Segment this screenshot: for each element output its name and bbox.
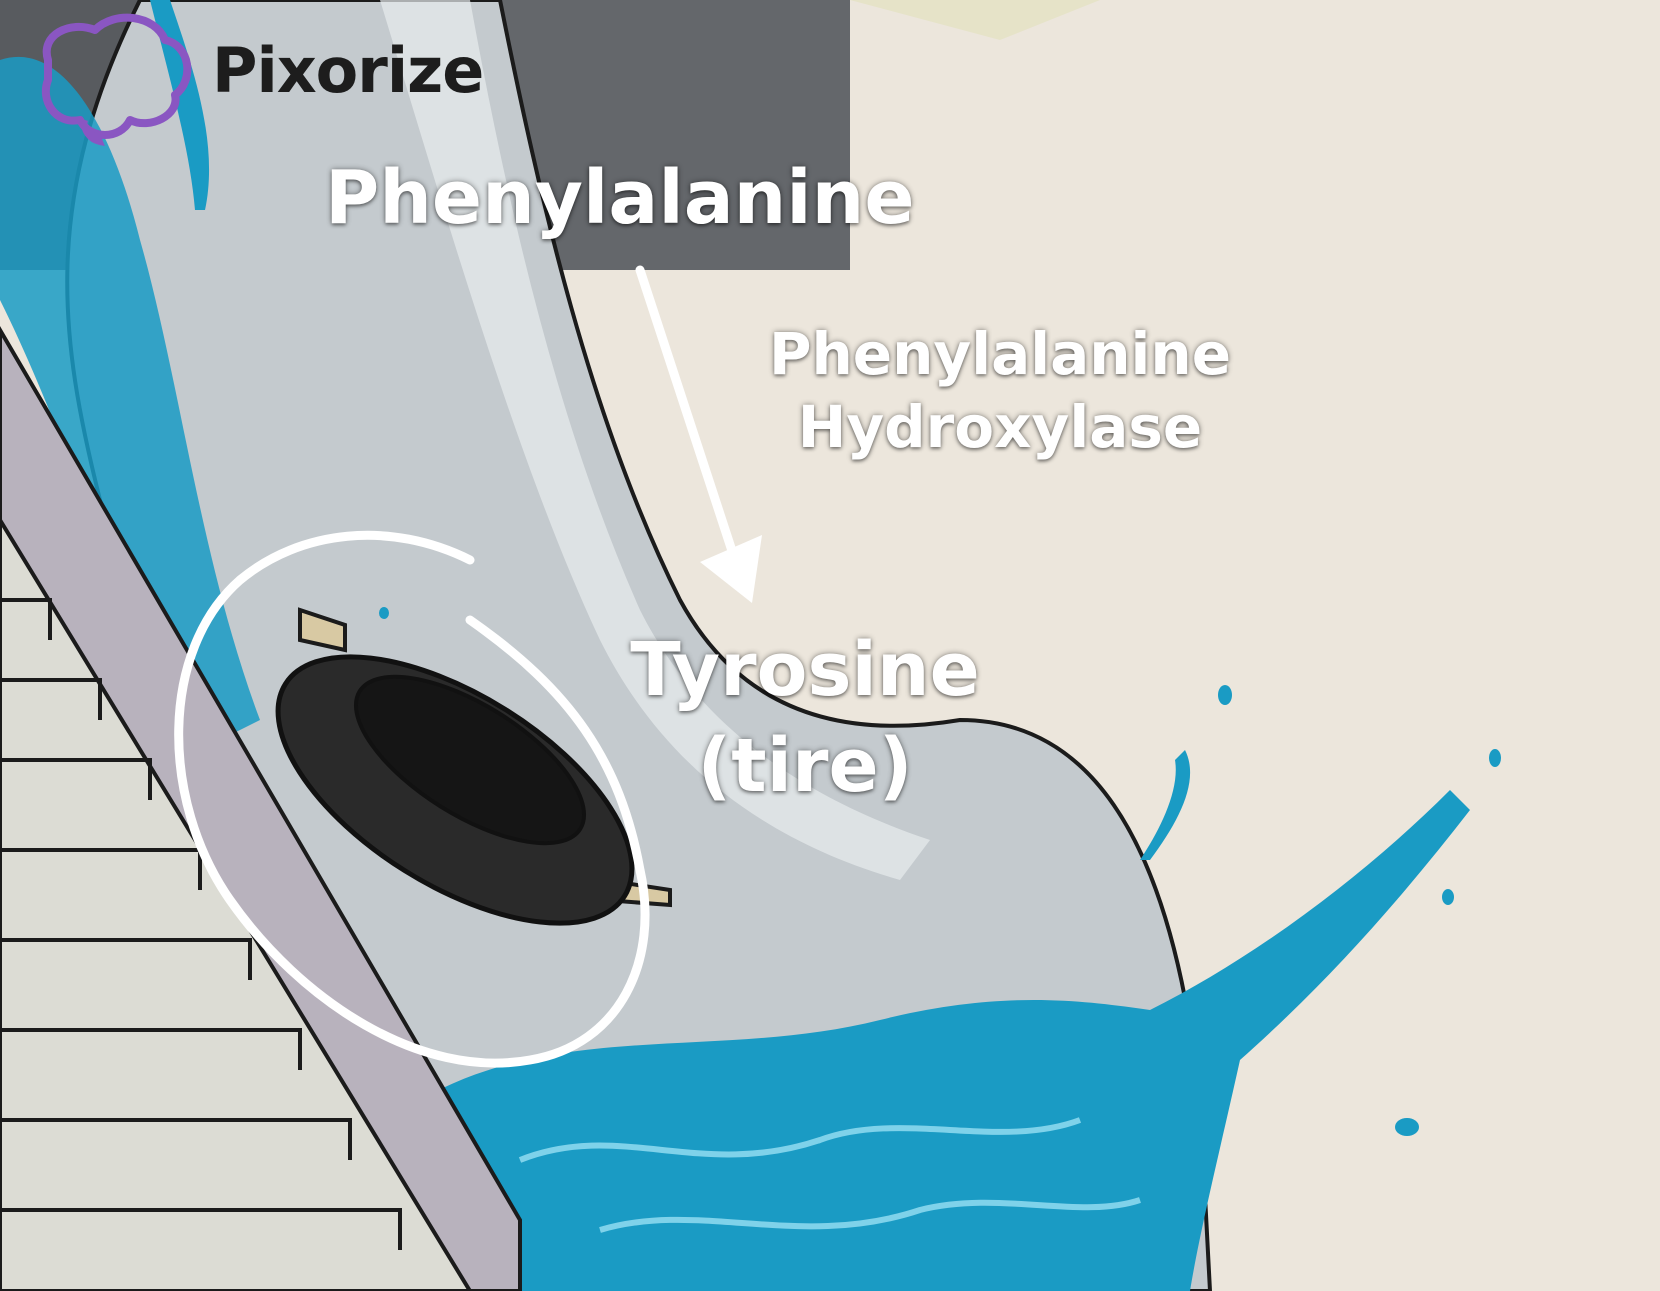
water-pool [420, 790, 1470, 1291]
water-ripple-1 [518, 1117, 1082, 1163]
water-drop-1 [1140, 750, 1191, 860]
product-name: Tyrosine [630, 627, 980, 713]
tire-illustration [275, 607, 672, 926]
water-splash-left [0, 56, 260, 760]
enzyme-label: Phenylalanine Hydroxylase [740, 318, 1260, 463]
water-drop-6 [379, 607, 389, 619]
water-ripple-2 [599, 1197, 1141, 1233]
water-drop-2 [1218, 685, 1232, 705]
brain-icon [41, 13, 192, 147]
stair-steps [0, 598, 402, 1250]
substrate-label: Phenylalanine [325, 155, 915, 241]
logo-wordmark: Pixorize [212, 34, 484, 107]
enzyme-label-line2: Hydroxylase [797, 392, 1203, 461]
enzyme-label-line1: Phenylalanine [768, 320, 1232, 388]
background-wall-patch [850, 0, 1100, 40]
water-drop-3 [1489, 749, 1501, 767]
water-drop-4 [1442, 889, 1454, 905]
water-drop-5 [1395, 1118, 1419, 1136]
reaction-arrow [635, 265, 762, 603]
mnemonic-label: (tire) [697, 723, 913, 810]
product-label: Tyrosine (tire) [620, 622, 990, 814]
slide-highlight [380, 0, 930, 880]
highlight-circle [174, 530, 650, 1068]
water-drip-top [150, 0, 210, 210]
